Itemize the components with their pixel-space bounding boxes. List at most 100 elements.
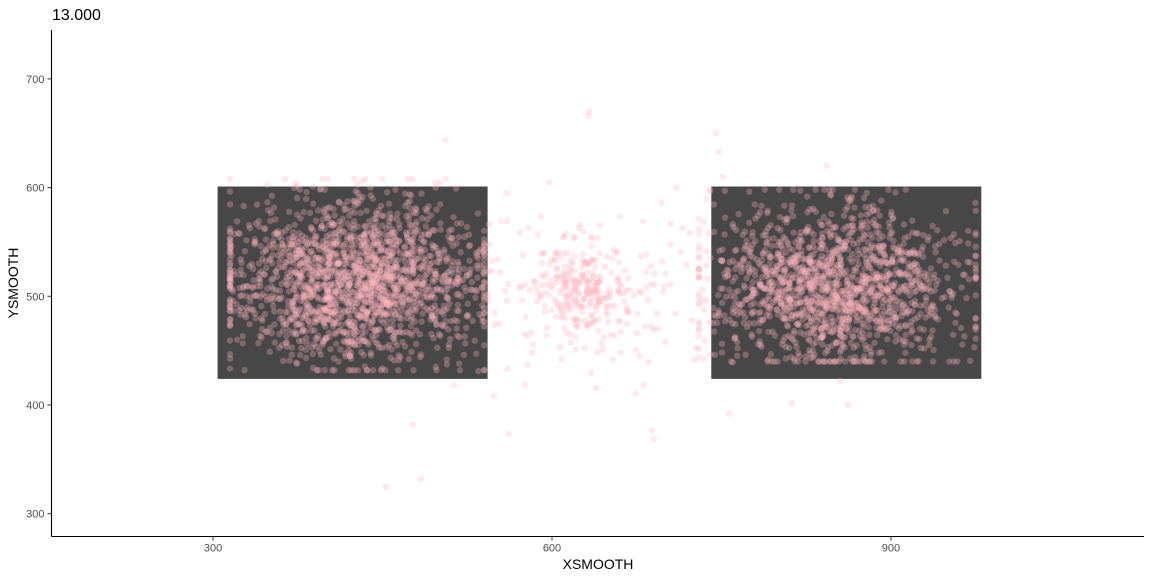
data-point [428, 304, 435, 312]
data-point [941, 293, 948, 301]
data-point [452, 266, 460, 273]
data-point [888, 294, 896, 301]
data-point [336, 306, 343, 314]
data-point [380, 298, 387, 306]
data-point [226, 225, 234, 232]
data-point [389, 334, 396, 341]
data-point [748, 331, 755, 338]
data-point [851, 290, 859, 297]
data-point [361, 314, 368, 322]
data-point [749, 286, 756, 294]
data-point [359, 268, 367, 275]
data-point [330, 240, 337, 248]
data-point [764, 209, 771, 217]
data-point [346, 298, 354, 305]
data-point [351, 341, 358, 348]
data-point [367, 230, 375, 237]
data-point [431, 294, 438, 302]
data-point [242, 293, 250, 300]
data-point [350, 175, 358, 183]
data-point [522, 313, 529, 321]
data-point [788, 271, 795, 278]
data-point [405, 250, 412, 257]
data-point [364, 307, 371, 315]
data-point [314, 293, 321, 301]
data-point [433, 206, 440, 213]
data-point [328, 309, 335, 316]
data-point [406, 211, 413, 219]
data-point [703, 195, 710, 203]
data-point [302, 327, 310, 335]
data-point [343, 272, 350, 280]
data-point [350, 295, 358, 302]
data-point [519, 297, 526, 304]
data-point [351, 261, 358, 269]
data-point [408, 258, 415, 265]
data-point [382, 272, 389, 280]
data-point [348, 367, 355, 374]
data-point [369, 254, 376, 262]
data-point [314, 295, 322, 302]
data-point [335, 287, 343, 294]
data-point [547, 278, 554, 285]
data-point [341, 228, 348, 236]
data-point [294, 242, 301, 250]
data-point [300, 293, 307, 300]
data-point [408, 348, 415, 356]
data-point [385, 252, 393, 259]
data-point [408, 239, 416, 246]
data-point [392, 300, 399, 308]
data-point [299, 337, 306, 345]
data-point [865, 324, 872, 331]
data-point [270, 240, 277, 248]
data-point [311, 232, 319, 240]
data-point [352, 281, 359, 289]
data-point [306, 284, 313, 292]
data-point [226, 299, 234, 307]
data-point [312, 335, 319, 342]
data-point [418, 231, 425, 239]
data-point [295, 271, 302, 278]
data-point [679, 224, 686, 232]
data-point [337, 327, 344, 334]
data-point [644, 297, 652, 304]
data-point [371, 279, 378, 287]
data-point [642, 284, 650, 291]
data-point [369, 317, 376, 324]
data-points [226, 108, 979, 490]
data-point [326, 281, 334, 289]
data-point [249, 284, 256, 291]
data-point [473, 262, 480, 269]
data-point [384, 296, 392, 304]
data-point [398, 277, 405, 285]
data-point [368, 297, 375, 304]
data-point [357, 234, 364, 241]
data-point [729, 309, 736, 316]
data-point [399, 338, 406, 346]
data-point [276, 308, 284, 315]
data-point [377, 305, 385, 312]
data-point [875, 230, 883, 237]
data-point [362, 285, 369, 293]
data-point [279, 241, 287, 249]
data-point [375, 284, 383, 291]
data-point [451, 316, 458, 324]
data-point [227, 316, 234, 323]
data-point [576, 318, 584, 325]
data-point [588, 319, 596, 327]
data-point [455, 333, 463, 341]
data-point [485, 220, 493, 228]
data-point [410, 283, 417, 291]
data-point [378, 308, 385, 316]
data-point [393, 241, 400, 248]
data-point [425, 231, 432, 238]
data-point [561, 284, 568, 292]
data-point [911, 315, 918, 323]
data-point [481, 289, 488, 296]
data-point [373, 331, 380, 339]
data-point [329, 323, 337, 330]
data-point [863, 211, 871, 218]
data-point [330, 221, 338, 228]
data-point [370, 224, 377, 231]
data-point [321, 186, 328, 193]
